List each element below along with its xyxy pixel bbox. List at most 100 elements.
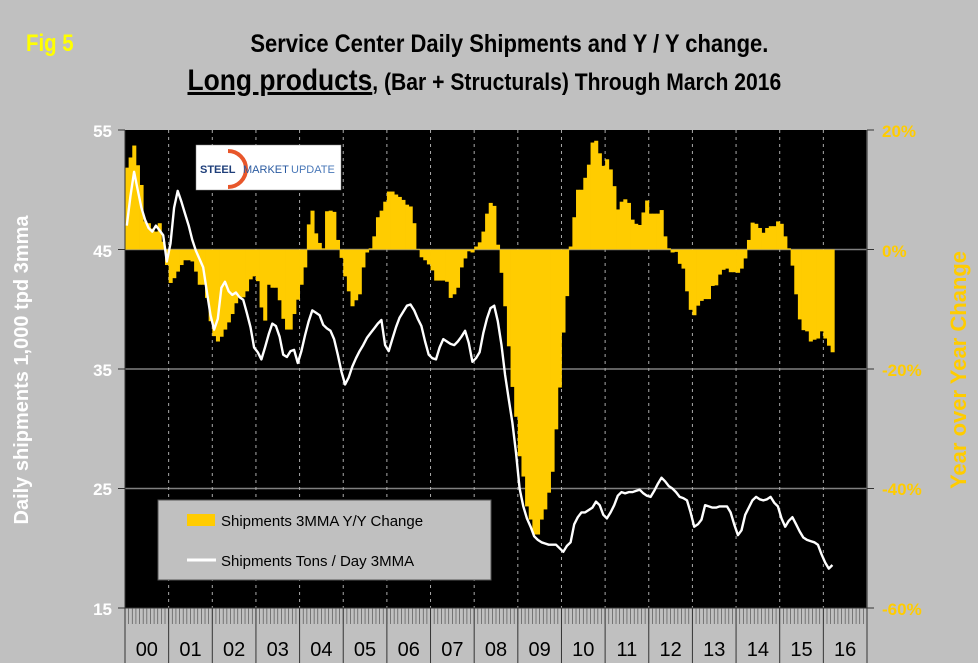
bar bbox=[390, 191, 395, 250]
title-rest: , (Bar + Structurals) Through March 2016 bbox=[371, 69, 781, 96]
bar bbox=[488, 202, 493, 250]
bar bbox=[706, 249, 711, 300]
bar bbox=[685, 249, 690, 292]
bar bbox=[172, 249, 177, 279]
bar bbox=[717, 249, 722, 275]
bar bbox=[794, 249, 799, 295]
axes bbox=[118, 129, 874, 663]
bar bbox=[597, 153, 602, 250]
bar bbox=[688, 249, 693, 310]
y-tick-label: 25 bbox=[93, 480, 112, 499]
bar bbox=[754, 223, 759, 250]
bar bbox=[586, 164, 591, 250]
bar bbox=[594, 140, 599, 250]
bar bbox=[266, 249, 271, 285]
bar bbox=[797, 249, 802, 320]
bar bbox=[161, 241, 166, 250]
bar bbox=[725, 249, 730, 269]
bar bbox=[677, 249, 682, 264]
bar bbox=[528, 249, 533, 520]
x-tick-label: 03 bbox=[267, 639, 289, 661]
bar bbox=[415, 248, 421, 250]
legend-label: Shipments 3MMA Y/Y Change bbox=[221, 513, 423, 530]
bar bbox=[383, 201, 388, 250]
bar-series bbox=[125, 140, 835, 535]
bar bbox=[252, 249, 257, 277]
x-tick-label: 01 bbox=[179, 639, 201, 661]
bar bbox=[285, 249, 290, 330]
bar bbox=[630, 219, 635, 250]
bar bbox=[761, 232, 766, 250]
bar bbox=[506, 249, 511, 347]
bar bbox=[772, 226, 777, 250]
bar bbox=[565, 249, 570, 297]
x-tick-label: 05 bbox=[354, 639, 376, 661]
bar bbox=[637, 225, 642, 250]
y-tick-label: 55 bbox=[93, 122, 112, 141]
bar bbox=[448, 249, 453, 298]
bar bbox=[652, 213, 657, 250]
bar bbox=[521, 249, 526, 477]
y-right-tick-label: -20% bbox=[882, 361, 922, 380]
bar bbox=[492, 205, 497, 250]
bar bbox=[721, 249, 726, 270]
bar bbox=[459, 249, 464, 268]
bar bbox=[481, 231, 486, 250]
bar bbox=[335, 239, 340, 250]
bar bbox=[357, 249, 362, 295]
bar bbox=[510, 249, 515, 387]
bar bbox=[270, 249, 275, 288]
bar bbox=[226, 249, 231, 323]
y-right-tick-label: 0% bbox=[882, 242, 907, 261]
bar bbox=[303, 249, 308, 268]
bar bbox=[325, 211, 330, 250]
bar bbox=[819, 249, 824, 332]
legend-bar-swatch bbox=[187, 514, 215, 526]
bar bbox=[292, 249, 297, 315]
bar bbox=[321, 248, 326, 250]
bar bbox=[466, 249, 471, 252]
bar bbox=[619, 201, 624, 250]
bar bbox=[732, 249, 737, 273]
bar bbox=[146, 223, 151, 250]
bar bbox=[656, 213, 661, 250]
x-tick-label: 10 bbox=[572, 639, 594, 661]
bar bbox=[295, 249, 300, 300]
bar bbox=[343, 249, 348, 277]
bar bbox=[783, 236, 788, 250]
bar bbox=[186, 249, 191, 261]
bar bbox=[590, 142, 595, 250]
y-right-tick-label: 20% bbox=[882, 122, 916, 141]
bar bbox=[816, 249, 821, 339]
bar bbox=[823, 249, 828, 339]
bar bbox=[739, 249, 744, 269]
logo-text: UPDATE bbox=[291, 164, 335, 176]
bar bbox=[663, 236, 668, 250]
bar bbox=[317, 242, 322, 250]
bar bbox=[372, 236, 377, 250]
bar bbox=[354, 249, 359, 301]
bar bbox=[205, 249, 210, 298]
bar bbox=[757, 227, 762, 250]
x-tick-label: 08 bbox=[485, 639, 507, 661]
bar bbox=[830, 249, 835, 353]
bar bbox=[485, 213, 490, 250]
bar bbox=[696, 249, 701, 306]
bar bbox=[616, 209, 621, 250]
x-axis-labels: 00 01 02 03 04 05 06 07 08 09 10 11 12 13 14 15 16 bbox=[136, 639, 857, 661]
legend: Shipments 3MMA Y/Y Change Shipments Tons… bbox=[157, 499, 492, 581]
bar bbox=[157, 223, 162, 250]
bar bbox=[194, 249, 199, 272]
bar bbox=[168, 249, 173, 283]
bar bbox=[496, 244, 501, 250]
y-tick-label: 35 bbox=[93, 361, 112, 380]
bar bbox=[714, 249, 719, 286]
bar bbox=[666, 248, 671, 250]
bar bbox=[259, 249, 264, 308]
bar bbox=[786, 248, 792, 250]
bar bbox=[561, 249, 566, 333]
bar bbox=[670, 249, 675, 253]
x-tick-label: 14 bbox=[747, 639, 769, 661]
bar bbox=[645, 200, 650, 250]
bar bbox=[826, 249, 832, 346]
